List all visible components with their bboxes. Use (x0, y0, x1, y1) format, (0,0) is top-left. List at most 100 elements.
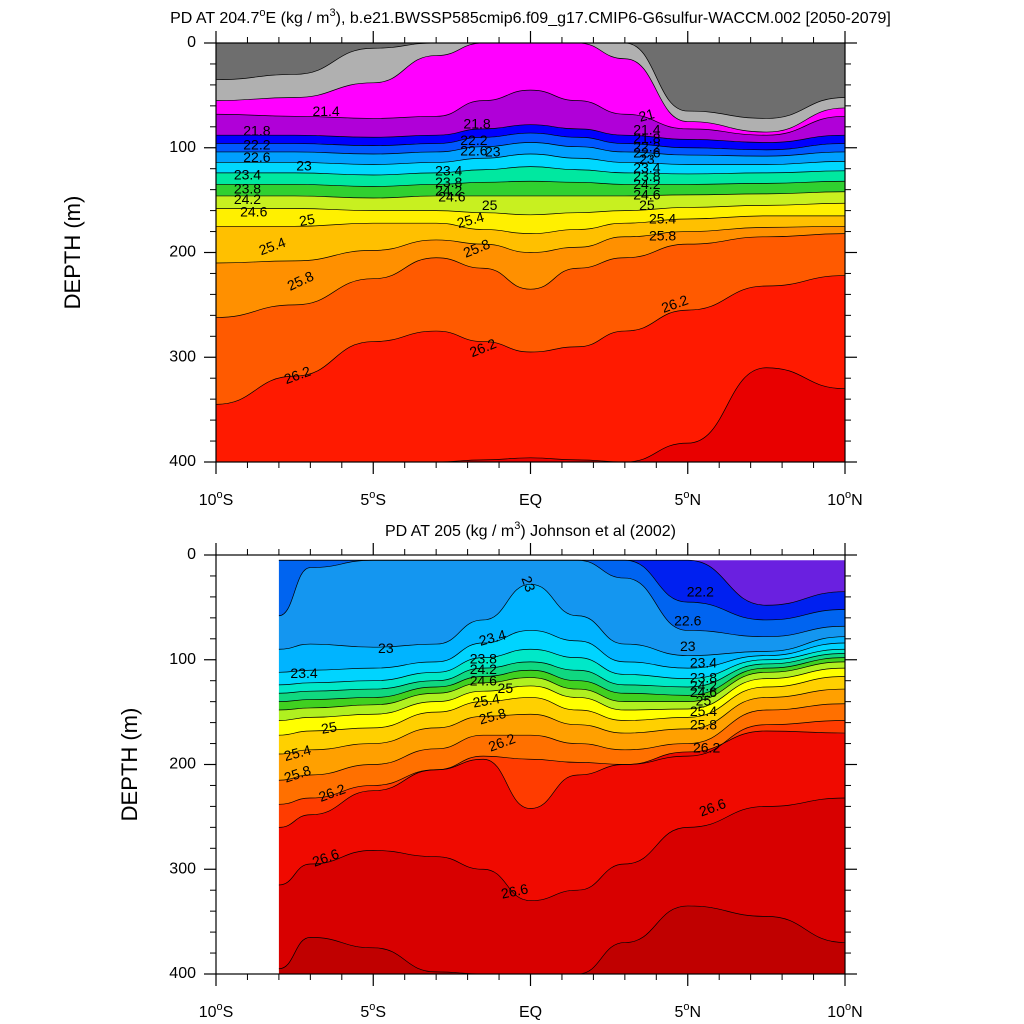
contour-line (278, 630, 845, 673)
contour-label: 22.2 (243, 136, 270, 152)
contour-band (278, 798, 845, 974)
contour-label: 24.2 (633, 176, 660, 192)
contour-band (216, 43, 845, 119)
contour-label: 22.6 (674, 613, 701, 629)
contour-label: 25 (320, 718, 338, 736)
contour-band (216, 90, 845, 143)
contour-label: 23.8 (470, 650, 497, 666)
contour-label: 25.4 (282, 741, 313, 764)
contour-line (216, 142, 845, 157)
contour-line (216, 166, 845, 176)
contour-label: 25 (298, 211, 316, 229)
contour-label: 23.8 (234, 180, 261, 196)
contour-line (216, 191, 845, 199)
contour-band (216, 154, 845, 175)
contour-band (278, 720, 845, 828)
contour-band (216, 43, 845, 136)
contour-label: 25.8 (690, 716, 717, 732)
contour-label: 25 (482, 197, 498, 213)
contour-band (278, 676, 845, 755)
contour-band (216, 226, 845, 318)
y-tick-label: 100 (169, 139, 196, 156)
y-tick-label: 0 (187, 34, 196, 51)
y-tick-label: 0 (187, 546, 196, 563)
contour-band (278, 560, 845, 656)
y-tick-label: 100 (169, 651, 196, 668)
contour-band (278, 649, 845, 694)
contour-line (216, 233, 845, 318)
contour-label: 22.2 (460, 132, 487, 148)
contour-label: 23 (485, 144, 501, 160)
contour-label: 25 (498, 680, 514, 696)
contour-label: 21.8 (463, 115, 490, 131)
contour-label: 25.4 (455, 209, 486, 232)
contour-line (278, 676, 845, 736)
contour-line (278, 797, 845, 902)
contour-line (278, 730, 845, 828)
y-tick-label: 400 (169, 965, 196, 982)
contour-line (278, 720, 845, 805)
contour-line (278, 667, 845, 721)
x-tick-label: EQ (519, 1004, 542, 1021)
contour-label: 24.6 (438, 189, 465, 205)
contour-label: 25.8 (649, 227, 676, 243)
contour-line (278, 657, 845, 702)
contour-label: 25.8 (477, 705, 508, 728)
contour-band (278, 657, 845, 711)
contour-label: 23.4 (435, 163, 462, 179)
contour-label: 23 (518, 574, 538, 594)
contour-label: 21.4 (312, 103, 339, 119)
contour-label: 22.2 (633, 138, 660, 154)
contour-line (278, 688, 845, 755)
contour-band (278, 661, 845, 721)
contour-band (278, 730, 845, 901)
contour-line (216, 153, 845, 165)
contour-line (216, 124, 845, 143)
contour-band (278, 560, 845, 637)
contour-label: 25 (696, 692, 712, 708)
contour-band (216, 133, 845, 157)
contour-line (216, 132, 845, 151)
contour-label: 24.2 (690, 678, 717, 694)
contour-label: 23.4 (690, 655, 717, 671)
y-axis-label: DEPTH (m) (60, 196, 85, 310)
contour-label: 23 (296, 157, 312, 173)
contour-band (216, 142, 845, 165)
chart-title: PD AT 204.7oE (kg / m3), b.e21.BWSSP585c… (170, 7, 891, 27)
contour-label: 26.2 (693, 739, 720, 755)
contour-line (216, 275, 845, 405)
contour-band (216, 181, 845, 199)
contour-label: 23 (639, 151, 655, 167)
contour-line (278, 583, 845, 656)
contour-label: 21.8 (243, 123, 270, 139)
x-tick-label: 10oN (827, 1001, 862, 1021)
contour-line (216, 89, 845, 136)
contour-label: 23.4 (477, 626, 508, 649)
contour-band (278, 703, 845, 805)
x-tick-label: 5oS (360, 1001, 386, 1021)
contour-band (278, 584, 845, 673)
y-tick-label: 300 (169, 348, 196, 365)
contour-label: 21.8 (633, 130, 660, 146)
contour-label: 24.6 (690, 684, 717, 700)
contour-label: 24.6 (240, 203, 267, 219)
contour-band (278, 560, 845, 620)
contour-label: 26.6 (500, 880, 530, 901)
contour-line (216, 43, 845, 133)
y-tick-label: 400 (169, 453, 196, 470)
contour-band (216, 43, 845, 133)
contour-label: 23.4 (234, 167, 261, 183)
contour-line (278, 653, 845, 694)
contour-band (216, 233, 845, 405)
contour-label: 24.6 (633, 187, 660, 203)
contour-label: 25.4 (471, 690, 501, 711)
y-axis-label: DEPTH (m) (117, 708, 142, 822)
x-tick-label: 10oS (199, 489, 234, 509)
contour-label: 23.8 (435, 174, 462, 190)
contour-band (278, 905, 845, 974)
contour-label: 24.2 (234, 191, 261, 207)
y-tick-label: 200 (169, 756, 196, 773)
contour-label: 21.4 (633, 122, 660, 138)
contour-label: 23.4 (633, 159, 660, 175)
